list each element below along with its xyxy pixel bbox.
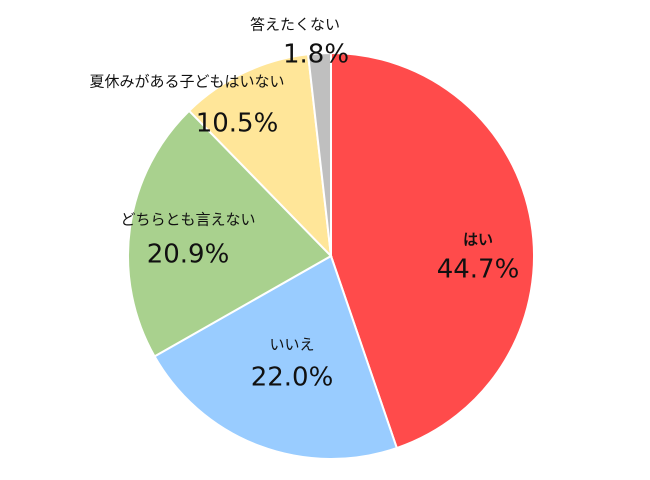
slice-label: はい — [463, 231, 493, 249]
pie-slice — [127, 109, 333, 358]
pie-slice — [306, 51, 332, 257]
pie-slice — [153, 254, 399, 460]
slice-label: 答えたくない — [250, 16, 340, 34]
value-label: 44.7% — [437, 255, 520, 285]
slice-label: いいえ — [269, 336, 314, 354]
slice-label: どちらとも言えない — [120, 211, 255, 229]
pie-slice — [187, 53, 333, 259]
value-label: 10.5% — [196, 109, 279, 139]
pie-slice — [330, 51, 535, 450]
slice-label: 夏休みがある子どもはいない — [89, 73, 284, 91]
value-label: 20.9% — [147, 240, 230, 270]
value-label: 1.8% — [283, 40, 349, 70]
value-label: 22.0% — [251, 363, 334, 393]
